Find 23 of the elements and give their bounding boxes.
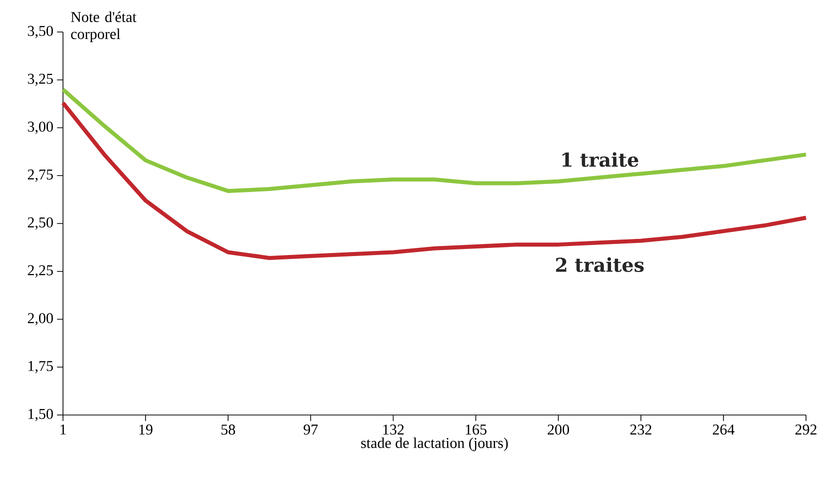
y-tick-label: 1,50 (28, 408, 53, 422)
series-label: 2 traites (556, 257, 644, 272)
y-tick-label: 3,25 (28, 74, 53, 86)
y-axis-title: Note d'état corporel (70, 12, 136, 42)
x-tick-label: 1 (60, 424, 66, 434)
x-tick-label: 132 (383, 424, 404, 435)
y-tick-label: 2,50 (28, 217, 53, 230)
x-tick-label: 200 (548, 424, 570, 435)
x-tick-label: 232 (630, 424, 652, 435)
y-tick-label: 2,75 (28, 170, 53, 182)
x-axis-title: stade de lactation (jours) (361, 438, 508, 452)
y-tick-label: 2,00 (28, 313, 53, 326)
y-tick-label: 3,00 (28, 122, 53, 134)
y-tick-label: 2,25 (28, 265, 53, 278)
x-tick-label: 19 (139, 424, 152, 435)
x-tick-label: 264 (712, 424, 734, 435)
x-tick-label: 165 (466, 424, 486, 435)
y-tick-label: 1,75 (28, 361, 53, 374)
x-tick-label: 58 (221, 424, 236, 435)
x-tick-label: 292 (795, 424, 816, 435)
series-label: 1 traite (562, 152, 638, 167)
y-tick-label: 3,50 (28, 26, 53, 38)
x-tick-label: 97 (304, 424, 318, 435)
